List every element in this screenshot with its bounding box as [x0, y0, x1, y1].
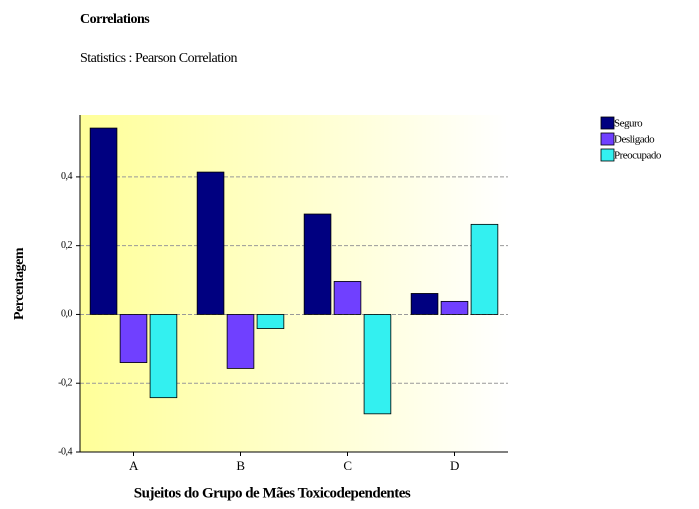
bar [440, 300, 469, 315]
bar [149, 314, 178, 399]
x-axis-label: Sujeitos do Grupo de Mães Toxicodependen… [134, 485, 411, 501]
legend-swatch [600, 132, 615, 146]
y-tick-label: -0,2 [58, 378, 72, 389]
x-tick-label: A [129, 458, 139, 473]
bar [303, 213, 332, 315]
y-tick-label: -0,4 [58, 446, 72, 457]
bar [333, 281, 362, 315]
bar [226, 314, 255, 369]
x-tick-label: B [236, 458, 245, 473]
legend-label: Preocupado [614, 150, 662, 162]
y-tick-label: 0,0 [61, 309, 73, 320]
x-tick-label: C [343, 458, 351, 473]
y-axis-label: Percentagem [12, 247, 27, 320]
bar [363, 314, 392, 415]
bar [256, 314, 285, 329]
legend-swatch [600, 116, 615, 130]
bar [196, 171, 225, 315]
y-tick-label: 0,2 [61, 240, 73, 251]
legend-label: Desligado [614, 134, 655, 146]
bar [470, 223, 499, 315]
bar [89, 127, 118, 315]
chart-title: Correlations [80, 12, 150, 27]
plot-background [80, 115, 508, 452]
bar [119, 314, 148, 363]
legend-swatch [600, 148, 615, 162]
x-tick-label: D [450, 458, 459, 473]
legend-label: Seguro [614, 118, 643, 130]
chart-subtitle: Statistics : Pearson Correlation [80, 51, 238, 66]
y-tick-label: 0,4 [61, 171, 73, 182]
bar [410, 293, 439, 315]
